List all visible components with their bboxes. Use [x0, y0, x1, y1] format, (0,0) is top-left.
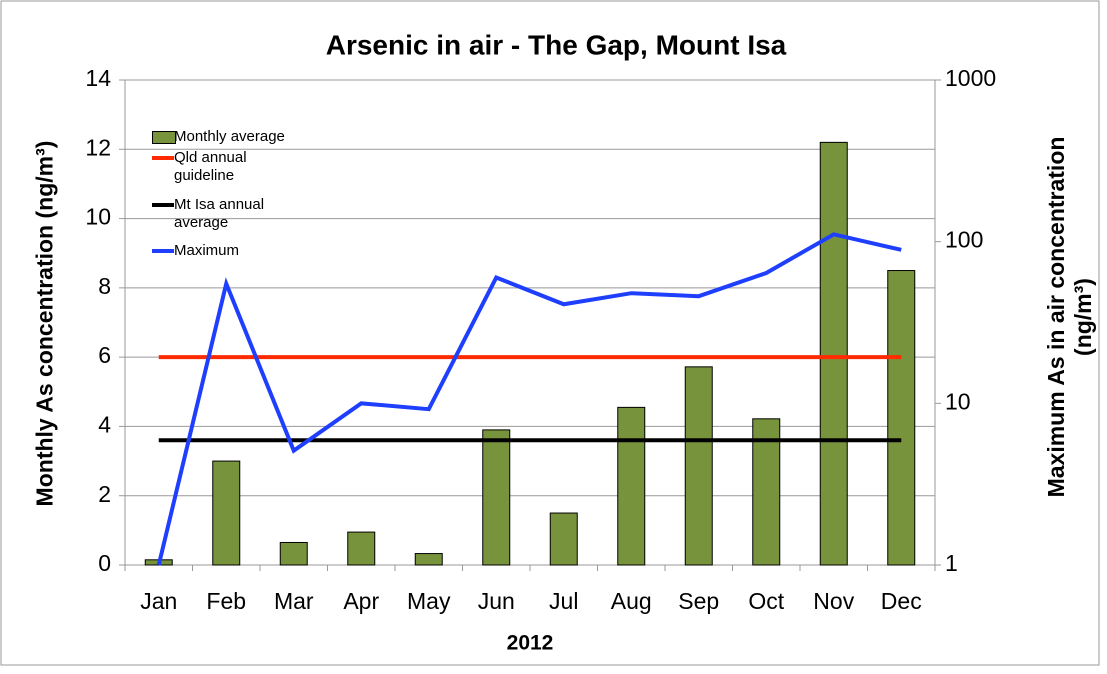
y-tick-label: 0 [98, 550, 111, 576]
x-tick-label: Apr [343, 588, 379, 614]
legend-marker [152, 203, 174, 207]
y2-tick-label: 1 [945, 550, 958, 576]
x-tick-label: May [407, 588, 451, 614]
x-axis-label: 2012 [507, 632, 554, 655]
line [156, 232, 902, 566]
bar [617, 406, 646, 566]
x-tick-label: Mar [274, 588, 314, 614]
y-tick-label: 4 [98, 412, 111, 438]
legend-label: Maximum [174, 242, 240, 259]
y-axis-label: Monthly As concentration (ng/m³) [31, 140, 58, 507]
x-tick-label: Dec [881, 588, 922, 614]
bar [752, 418, 781, 566]
chart-title: Arsenic in air - The Gap, Mount Isa [326, 29, 787, 60]
y-tick-label: 10 [85, 204, 111, 230]
bar [279, 541, 308, 566]
y2-axis-label: Maximum As in air concentration (ng/m³) [1043, 136, 1096, 498]
y-tick-label: 8 [98, 273, 111, 299]
x-tick-label: Jul [549, 588, 578, 614]
legend-marker [152, 249, 174, 253]
y-tick-label: 6 [98, 342, 111, 368]
y-tick-label: 2 [98, 481, 111, 507]
legend-marker [152, 156, 174, 160]
legend-label: Mt Isa annual average [174, 196, 265, 231]
legend-label: Qld annual guideline [174, 149, 247, 184]
y-tick-label: 14 [85, 65, 111, 91]
y-tick-label: 12 [85, 134, 111, 160]
y2-tick-label: 10 [945, 388, 971, 414]
y2-tick-label: 1000 [945, 65, 996, 91]
x-tick-label: Nov [813, 588, 854, 614]
legend-marker [152, 131, 176, 144]
x-tick-label: Jun [478, 588, 515, 614]
x-tick-label: Aug [611, 588, 652, 614]
bar [414, 553, 443, 566]
bar [819, 141, 848, 566]
x-tick-label: Oct [748, 588, 784, 614]
bar [347, 531, 376, 566]
bar [549, 512, 578, 566]
bar [482, 429, 511, 566]
x-tick-label: Sep [678, 588, 719, 614]
bar [684, 366, 713, 566]
y2-tick-label: 100 [945, 227, 983, 253]
legend-label: Monthly average [174, 128, 285, 145]
x-tick-label: Feb [206, 588, 246, 614]
bar [887, 270, 916, 566]
x-tick-label: Jan [140, 588, 177, 614]
bar [212, 460, 241, 566]
